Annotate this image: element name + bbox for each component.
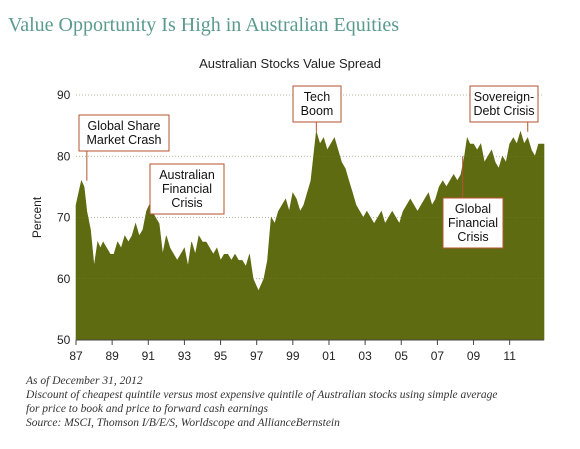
annotation-box — [442, 197, 504, 249]
annotation-label: Debt Crisis — [473, 104, 534, 118]
x-tick-label: 87 — [69, 349, 83, 363]
footnote-description-2: for price to book and price to forward c… — [26, 403, 269, 415]
x-tick-label: 11 — [503, 349, 516, 363]
value-spread-area — [75, 130, 545, 341]
y-tick-label: 60 — [57, 272, 71, 286]
annotation-label: Tech — [304, 90, 330, 104]
annotation-label: Global — [455, 202, 491, 216]
y-tick-label: 50 — [57, 333, 71, 347]
annotation-box — [469, 85, 539, 123]
chart-title: Australian Stocks Value Spread — [199, 56, 381, 71]
x-tick-label: 95 — [214, 349, 228, 363]
annotation-label: Financial — [448, 216, 498, 230]
x-tick-label: 01 — [322, 349, 336, 363]
x-tick-label: 03 — [358, 349, 372, 363]
x-tick-label: 89 — [105, 349, 119, 363]
annotation-label: Financial — [162, 182, 212, 196]
x-tick-label: 97 — [250, 349, 264, 363]
x-tick-label: 09 — [467, 349, 481, 363]
y-axis-label: Percent — [30, 196, 44, 238]
footnotes: As of December 31, 2012 Discount of chea… — [26, 374, 498, 430]
annotation-label: Australian — [159, 168, 215, 182]
footnote-source: Source: MSCI, Thomson I/B/E/S, Worldscop… — [26, 417, 340, 429]
annotation-label: Boom — [301, 104, 334, 118]
annotation-box — [149, 163, 225, 215]
x-tick-label: 91 — [142, 349, 156, 363]
y-tick-label: 90 — [57, 88, 71, 102]
page-title: Value Opportunity Is High in Australian … — [8, 14, 400, 36]
x-tick-label: 05 — [395, 349, 409, 363]
x-tick-label: 93 — [178, 349, 192, 363]
annotation-label: Global Share — [88, 119, 161, 133]
annotation-label: Crisis — [171, 196, 202, 210]
x-tick-label: 99 — [286, 349, 300, 363]
x-tick-label: 07 — [431, 349, 445, 363]
footnote-date: As of December 31, 2012 — [26, 375, 143, 387]
annotation-box — [292, 85, 342, 123]
annotation-label: Market Crash — [86, 133, 161, 147]
footnote-description-1: Discount of cheapest quintile versus mos… — [26, 389, 498, 401]
annotation-label: Crisis — [457, 230, 488, 244]
y-tick-label: 70 — [57, 211, 71, 225]
annotation-label: Sovereign- — [474, 90, 534, 104]
annotation-box — [78, 114, 170, 152]
y-tick-label: 80 — [57, 149, 71, 163]
